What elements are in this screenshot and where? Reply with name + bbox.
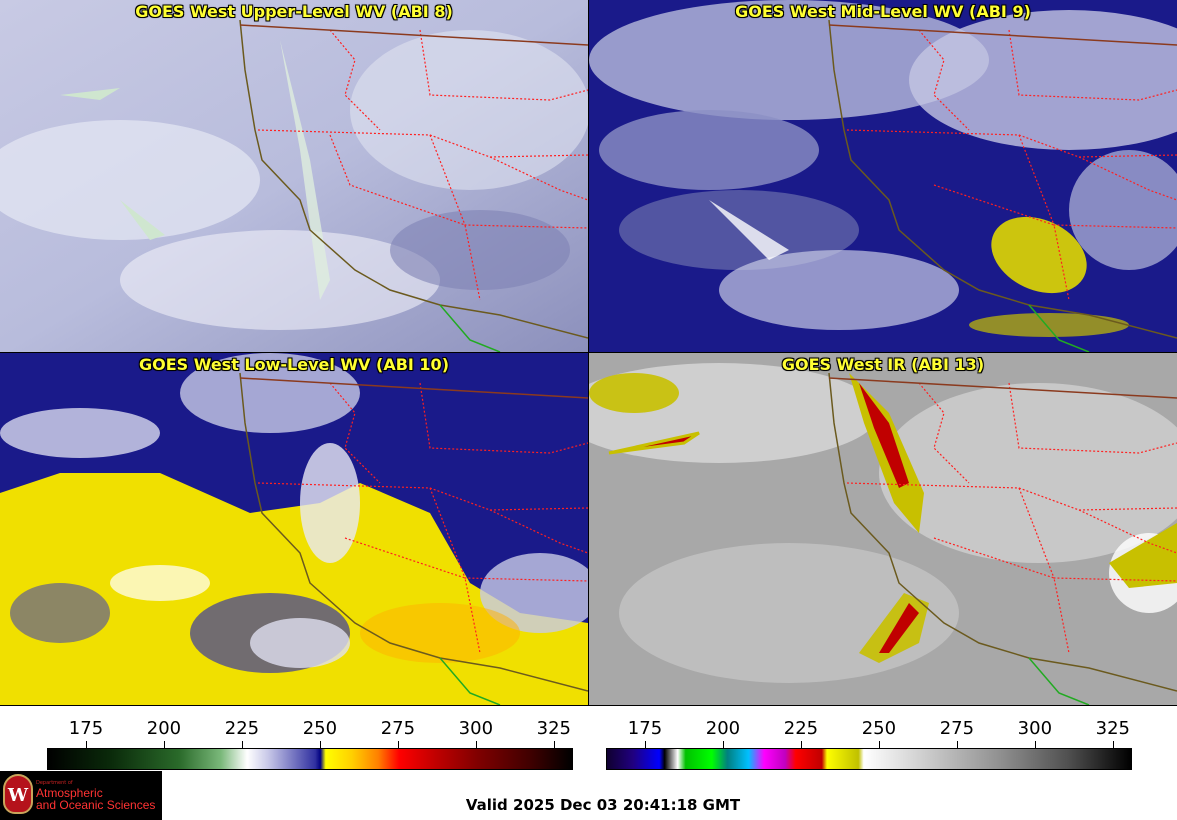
colorbar-tick-label: 225	[224, 718, 260, 739]
colorbar-tick	[319, 741, 321, 748]
colorbar-tick-label: 300	[1017, 718, 1053, 739]
wv-colorbar	[47, 748, 573, 770]
colorbar-tick-label: 300	[458, 718, 494, 739]
colorbar-tick-label: 250	[302, 718, 338, 739]
colorbar-tick	[553, 741, 555, 748]
colorbar-tick	[475, 741, 477, 748]
panel-divider-horizontal	[0, 352, 1177, 353]
colorbar-tick	[397, 741, 399, 748]
colorbar-tick-label: 325	[1095, 718, 1131, 739]
colorbar-tick-label: 175	[68, 718, 104, 739]
ir-panel: GOES West IR (ABI 13)	[589, 353, 1177, 705]
colorbar-tick-label: 325	[536, 718, 572, 739]
colorbar-tick	[1112, 741, 1114, 748]
colorbar-tick	[1034, 741, 1036, 748]
logo-line-atmospheric: Atmospheric	[36, 786, 103, 800]
colorbar-tick	[85, 741, 87, 748]
colorbar-tick-label: 225	[783, 718, 819, 739]
ir-colorbar	[606, 748, 1132, 770]
upper-level-wv-panel: GOES West Upper-Level WV (ABI 8)	[0, 0, 588, 352]
panel-title: GOES West Upper-Level WV (ABI 8)	[135, 2, 453, 21]
colorbar-tick	[722, 741, 724, 748]
aos-logo: W Department of Atmospheric and Oceanic …	[0, 771, 162, 820]
panel-divider-vertical	[588, 0, 589, 706]
mid-level-wv-panel: GOES West Mid-Level WV (ABI 9)	[589, 0, 1177, 352]
uw-seal-icon: W	[3, 774, 33, 814]
colorbar-tick-label: 275	[939, 718, 975, 739]
panel-title: GOES West Mid-Level WV (ABI 9)	[735, 2, 1031, 21]
colorbar-tick-label: 200	[146, 718, 182, 739]
colorbar-tick-label: 275	[380, 718, 416, 739]
colorbar-tick	[878, 741, 880, 748]
logo-department-name: Atmospheric and Oceanic Sciences	[36, 787, 155, 811]
panel-title: GOES West Low-Level WV (ABI 10)	[138, 355, 449, 374]
logo-department-line: Department of	[36, 780, 73, 786]
colorbar-tick	[241, 741, 243, 748]
panel-divider-bottom	[0, 705, 1177, 706]
colorbar-tick	[163, 741, 165, 748]
colorbar-tick	[644, 741, 646, 748]
colorbar-tick	[800, 741, 802, 748]
colorbar-tick-label: 200	[705, 718, 741, 739]
seal-letter: W	[7, 785, 29, 806]
low-level-wv-panel: GOES West Low-Level WV (ABI 10)	[0, 353, 588, 705]
colorbar-tick	[956, 741, 958, 748]
logo-line-oceanic: and Oceanic Sciences	[36, 798, 156, 812]
colorbar-tick-label: 250	[861, 718, 897, 739]
valid-time: Valid 2025 Dec 03 20:41:18 GMT	[465, 796, 741, 814]
panel-title: GOES West IR (ABI 13)	[781, 355, 985, 374]
colorbar-tick-label: 175	[627, 718, 663, 739]
